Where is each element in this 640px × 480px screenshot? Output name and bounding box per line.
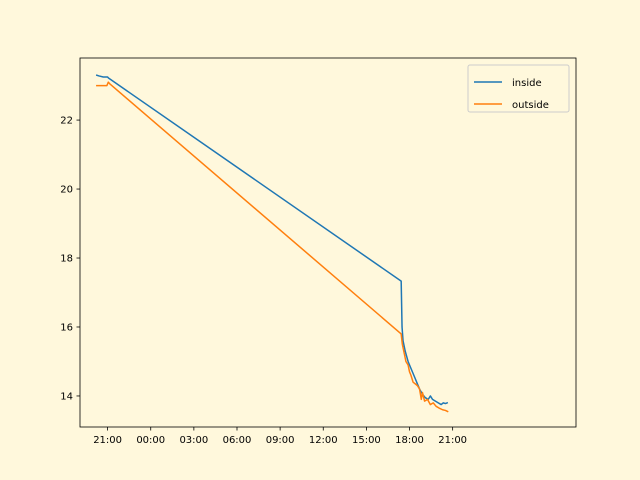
legend: inside outside: [467, 64, 570, 113]
series-layer: [95, 74, 449, 413]
series-line-inside: [95, 74, 449, 406]
plot-area: [80, 58, 576, 427]
y-tick-label: 22: [60, 116, 73, 127]
x-tick-label: 09:00: [266, 435, 295, 446]
y-tick-label: 20: [60, 185, 73, 196]
x-tick-label: 00:00: [136, 435, 165, 446]
series-line-outside: [96, 81, 449, 413]
legend-label-inside: inside: [512, 78, 542, 89]
x-tick-label: 21:00: [438, 435, 467, 446]
x-axis: 21:00 00:00 03:00 06:00 09:00 12:00 15:00 18:00…: [93, 427, 467, 446]
x-tick-label: 15:00: [352, 435, 381, 446]
x-tick-label: 12:00: [309, 435, 338, 446]
plot-frame: [79, 57, 577, 428]
x-tick-label: 03:00: [179, 435, 208, 446]
y-tick-label: 14: [60, 391, 73, 402]
x-tick-label: 18:00: [395, 435, 424, 446]
x-tick-label: 21:00: [93, 435, 122, 446]
y-tick-label: 18: [60, 254, 73, 265]
y-axis: 14 16 18 20 22: [60, 116, 80, 402]
legend-box: [467, 64, 570, 113]
legend-label-outside: outside: [512, 100, 549, 111]
x-tick-label: 06:00: [223, 435, 252, 446]
y-tick-label: 16: [60, 322, 73, 333]
